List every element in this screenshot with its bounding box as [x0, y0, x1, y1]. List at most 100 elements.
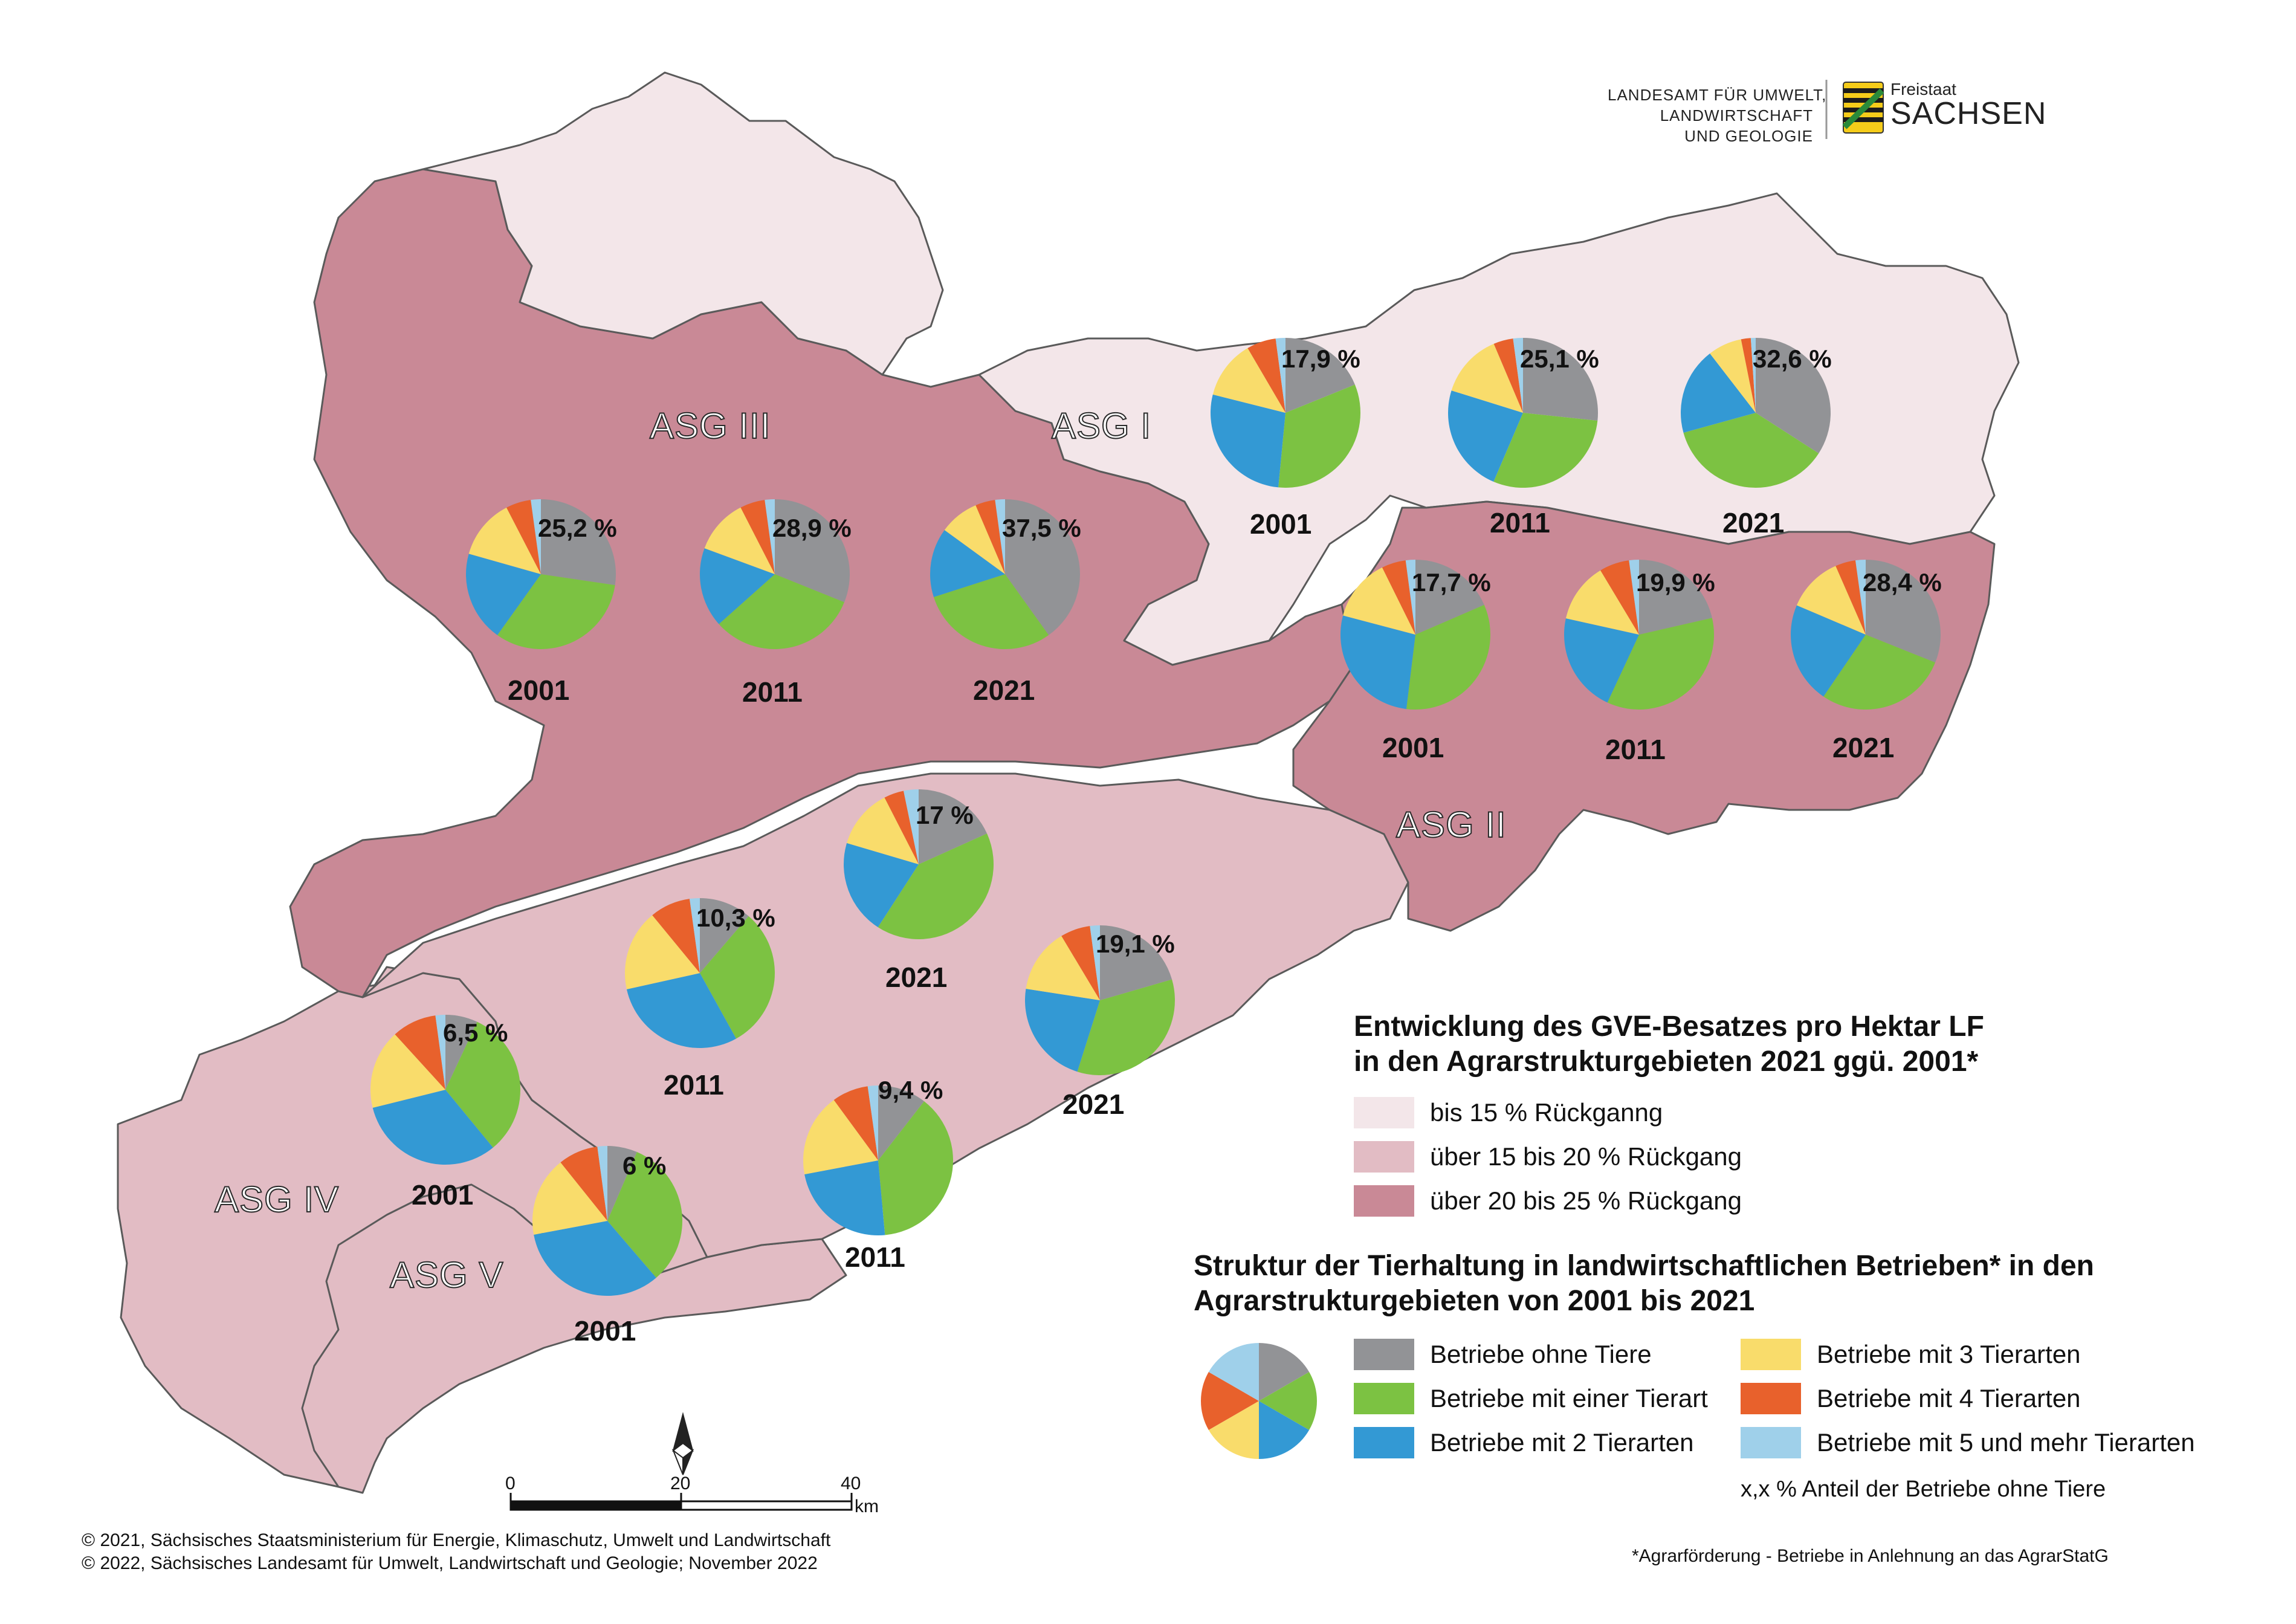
pie-asg-iii-2001-slice-2 [466, 554, 541, 635]
pie-asg-i-2011-slice-5 [1513, 338, 1523, 413]
lfulg-line-2: LANDWIRTSCHAFT [1660, 106, 1813, 125]
pie-asg-iv-2001-year-label: 2001 [412, 1179, 474, 1211]
pie-asg-i-2011-slice-3 [1451, 343, 1523, 413]
credits-line1: © 2021, Sächsisches Staatsministerium fü… [82, 1530, 831, 1550]
pie-asg-i-2001-slice-3 [1212, 348, 1285, 413]
pie-asg-i-2001-year-label: 2001 [1250, 508, 1312, 540]
legend-class-1-label: bis 15 % Rückganng [1430, 1098, 1663, 1127]
legend-pie-slice-1 [1259, 1372, 1317, 1430]
legend-pie-slice-4 [1201, 1372, 1259, 1430]
pie-asg-ii-2021-slice-4 [1835, 560, 1866, 635]
pie-asg-ii-2001-year-label: 2001 [1382, 732, 1444, 763]
pie-asg-iv-2021-slice-3 [847, 797, 919, 864]
pie-asg-i-2001-slice-4 [1247, 338, 1285, 413]
pie-asg-v-2011-slice-3 [803, 1099, 878, 1174]
pie-asg-iii-2011 [700, 499, 850, 649]
pie-asg-i-2021-slice-5 [1750, 338, 1756, 413]
asg-ii-label: ASG II [1395, 804, 1507, 846]
pie-asg-i-2001 [1210, 338, 1360, 488]
pie-asg-ii-2011 [1564, 560, 1714, 710]
legend-gve-title-line1: Entwicklung des GVE-Besatzes pro Hektar … [1354, 1011, 1984, 1043]
pie-asg-iii-2011-slice-4 [740, 500, 775, 574]
pie-asg-iii-2011-slice-3 [704, 507, 775, 574]
freistaat-label: Freistaat [1890, 80, 1956, 99]
pie-asg-ii-2021-slice-2 [1791, 605, 1866, 697]
pie-asg-i-2001-slice-1 [1278, 384, 1360, 488]
pie-asg-v-2011-slice-0 [878, 1085, 925, 1160]
pie-asg-iii-2011-slice-2 [700, 548, 775, 624]
legend-pie-slice-5 [1208, 1343, 1259, 1401]
pie-asg-ii-2011-slice-2 [1564, 618, 1639, 703]
pie-asg-iii-2021-pct-label: 37,5 % [1002, 514, 1081, 542]
pie-asg-iv-2021-slice-5 [904, 789, 919, 864]
credits-line2: © 2022, Sächsisches Landesamt für Umwelt… [82, 1553, 818, 1573]
scale-label-20: 20 [670, 1474, 691, 1493]
lfulg-line-1: LANDESAMT FÜR UMWELT, [1608, 86, 1827, 104]
legend-pie-slice-2 [1259, 1401, 1310, 1459]
pie-charts-layer [370, 338, 1941, 1296]
pie-asg-ii-2001-slice-3 [1343, 567, 1415, 635]
pie-asg-ii-2021-slice-5 [1855, 560, 1866, 635]
pie-asg-iv-2011 [625, 898, 775, 1048]
legend-cat-vier: Betriebe mit 4 Tierarten [1741, 1383, 2081, 1414]
pie-asg-iv-2001-slice-5 [435, 1015, 445, 1090]
legend-cat-eine: Betriebe mit einer Tierart [1354, 1383, 1708, 1414]
pie-asg-iii-2021-year-label: 2021 [973, 675, 1035, 706]
pie-asg-ii-2011-slice-1 [1607, 618, 1714, 710]
pie-asg-i-2021-slice-0 [1756, 338, 1831, 454]
scale-label-40: 40 [841, 1474, 861, 1493]
pie-asg-v-2001-year-label: 2001 [574, 1315, 636, 1347]
pie-asg-iv-2021-year-label: 2021 [885, 962, 948, 993]
legend-cat-ohne-swatch [1354, 1339, 1414, 1370]
pie-asg-iv-2021-slice-4 [884, 791, 919, 864]
legend-structure-title-line2: Agrarstrukturgebieten von 2001 bis 2021 [1194, 1285, 1755, 1317]
pie-asg-i-2001-slice-5 [1275, 338, 1285, 413]
pie-asg-iii-2021-slice-0 [1005, 499, 1080, 635]
pie-asg-v-2021-slice-0 [1100, 925, 1172, 1000]
legend-structure-title-line1: Struktur der Tierhaltung in landwirtscha… [1194, 1250, 2094, 1282]
pie-asg-i-2021 [1680, 338, 1831, 488]
pie-asg-iv-2011-slice-3 [625, 915, 700, 989]
pie-asg-iv-2011-slice-5 [689, 898, 700, 973]
pie-asg-ii-2001-slice-1 [1406, 604, 1490, 710]
pie-asg-i-2011-pct-label: 25,1 % [1520, 345, 1599, 373]
legend-structure-title: Struktur der Tierhaltung in landwirtscha… [1194, 1249, 2094, 1319]
legend-gve-title-line2: in den Agrarstrukturgebieten 2021 ggü. 2… [1354, 1046, 1979, 1078]
pie-asg-iv-2011-slice-2 [626, 973, 737, 1048]
legend-cat-eine-label: Betriebe mit einer Tierart [1430, 1384, 1708, 1412]
pie-asg-ii-2001-pct-label: 17,7 % [1412, 568, 1491, 597]
pie-asg-v-2011-slice-2 [804, 1160, 885, 1235]
pie-asg-ii-2001 [1340, 560, 1490, 710]
legend-cat-fuenf-swatch [1741, 1427, 1801, 1458]
pie-asg-iv-2011-year-label: 2011 [664, 1069, 724, 1101]
pie-asg-iv-2001-slice-3 [370, 1034, 445, 1108]
pie-asg-i-2001-pct-label: 17,9 % [1281, 345, 1360, 373]
pie-asg-v-2021-pct-label: 19,1 % [1096, 930, 1175, 958]
pie-asg-iv-2011-slice-1 [700, 916, 775, 1039]
legend-class-2-label: über 15 bis 20 % Rückgang [1430, 1142, 1742, 1171]
pie-asg-v-2021-slice-3 [1026, 936, 1100, 1000]
pie-asg-ii-2021 [1791, 560, 1941, 710]
scale-unit: km [855, 1496, 879, 1516]
pie-asg-iii-2001-slice-5 [531, 499, 541, 574]
pie-asg-iii-2001 [466, 499, 616, 649]
pie-asg-iv-2021-slice-0 [919, 789, 988, 864]
pie-asg-v-2011-slice-1 [878, 1101, 953, 1235]
credits: © 2021, Sächsisches Staatsministerium fü… [82, 1529, 830, 1575]
pie-asg-v-2021-slice-5 [1090, 925, 1100, 1000]
region-asg-i-north [422, 71, 944, 376]
legend-class-1-swatch [1354, 1097, 1414, 1128]
scale-bar [509, 1493, 853, 1511]
pie-asg-v-2001-slice-0 [607, 1146, 637, 1221]
pie-asg-i-2021-slice-1 [1683, 413, 1819, 488]
legend-pie-slice-0 [1259, 1343, 1310, 1401]
pie-asg-iii-2011-year-label: 2011 [742, 676, 803, 708]
pie-asg-iv-2001 [370, 1015, 520, 1165]
pie-asg-iv-2001-slice-4 [395, 1015, 445, 1090]
lfulg-line-3: UND GEOLOGIE [1684, 127, 1813, 145]
pie-asg-iii-2001-slice-1 [497, 574, 615, 649]
asg-iv-label: ASG IV [214, 1179, 340, 1220]
pie-asg-i-2021-slice-3 [1710, 339, 1756, 413]
